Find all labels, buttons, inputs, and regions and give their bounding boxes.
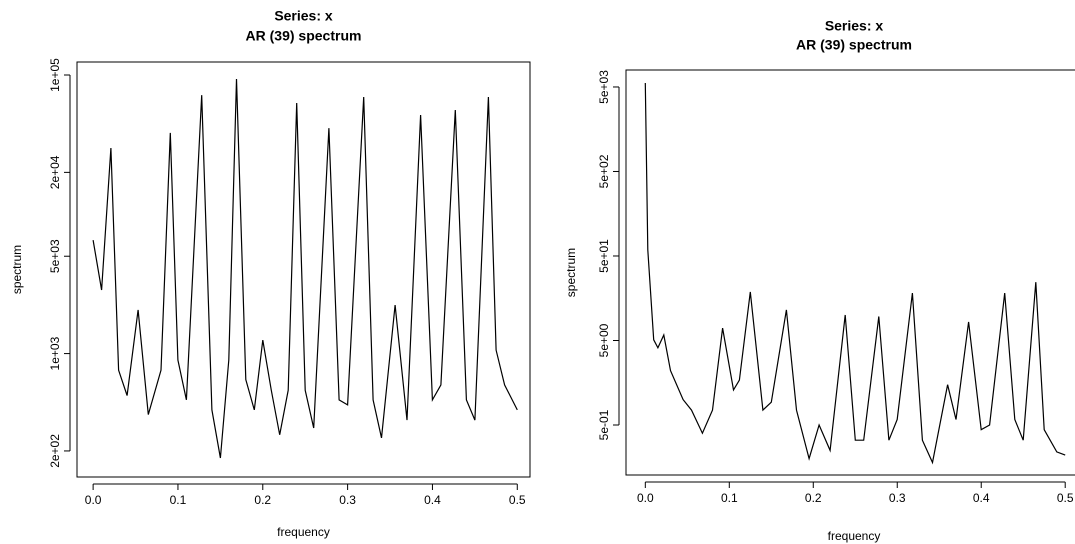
y-tick-label: 2e+04	[48, 155, 62, 189]
x-axis-label: frequency	[828, 529, 881, 543]
y-tick-label: 1e+03	[48, 336, 62, 370]
x-tick-label: 0.1	[721, 491, 738, 505]
plot-box	[625, 69, 1075, 476]
x-tick-label: 0.0	[637, 491, 654, 505]
y-tick-label: 5e+02	[597, 154, 611, 188]
x-tick-label: 0.1	[170, 493, 187, 507]
y-tick-label: 1e+05	[48, 58, 62, 92]
chart-title: Series: x	[274, 8, 333, 24]
plot-box	[76, 61, 531, 478]
chart-subtitle: AR (39) spectrum	[796, 37, 912, 53]
x-tick-label: 0.3	[889, 491, 906, 505]
x-axis-label: frequency	[277, 525, 330, 539]
x-tick-label: 0.3	[339, 493, 356, 507]
x-tick-label: 0.4	[424, 493, 441, 507]
x-tick-label: 0.5	[509, 493, 526, 507]
y-tick-label: 5e+01	[597, 239, 611, 273]
y-tick-label: 2e+02	[48, 434, 62, 468]
y-tick-label: 5e+03	[597, 70, 611, 104]
y-tick-label: 5e+00	[597, 323, 611, 357]
x-tick-label: 0.5	[1057, 491, 1074, 505]
y-axis-label: spectrum	[564, 248, 578, 297]
x-tick-label: 0.4	[973, 491, 990, 505]
spectrum-line	[92, 78, 518, 459]
spectrum-line	[644, 82, 1066, 465]
y-tick-label: 5e+03	[48, 239, 62, 273]
y-tick-label: 5e-01	[597, 409, 611, 440]
chart-title: Series: x	[825, 18, 884, 34]
x-tick-label: 0.2	[805, 491, 822, 505]
x-tick-label: 0.2	[254, 493, 271, 507]
chart-subtitle: AR (39) spectrum	[246, 28, 362, 44]
x-tick-label: 0.0	[85, 493, 102, 507]
y-axis-label: spectrum	[10, 245, 24, 294]
